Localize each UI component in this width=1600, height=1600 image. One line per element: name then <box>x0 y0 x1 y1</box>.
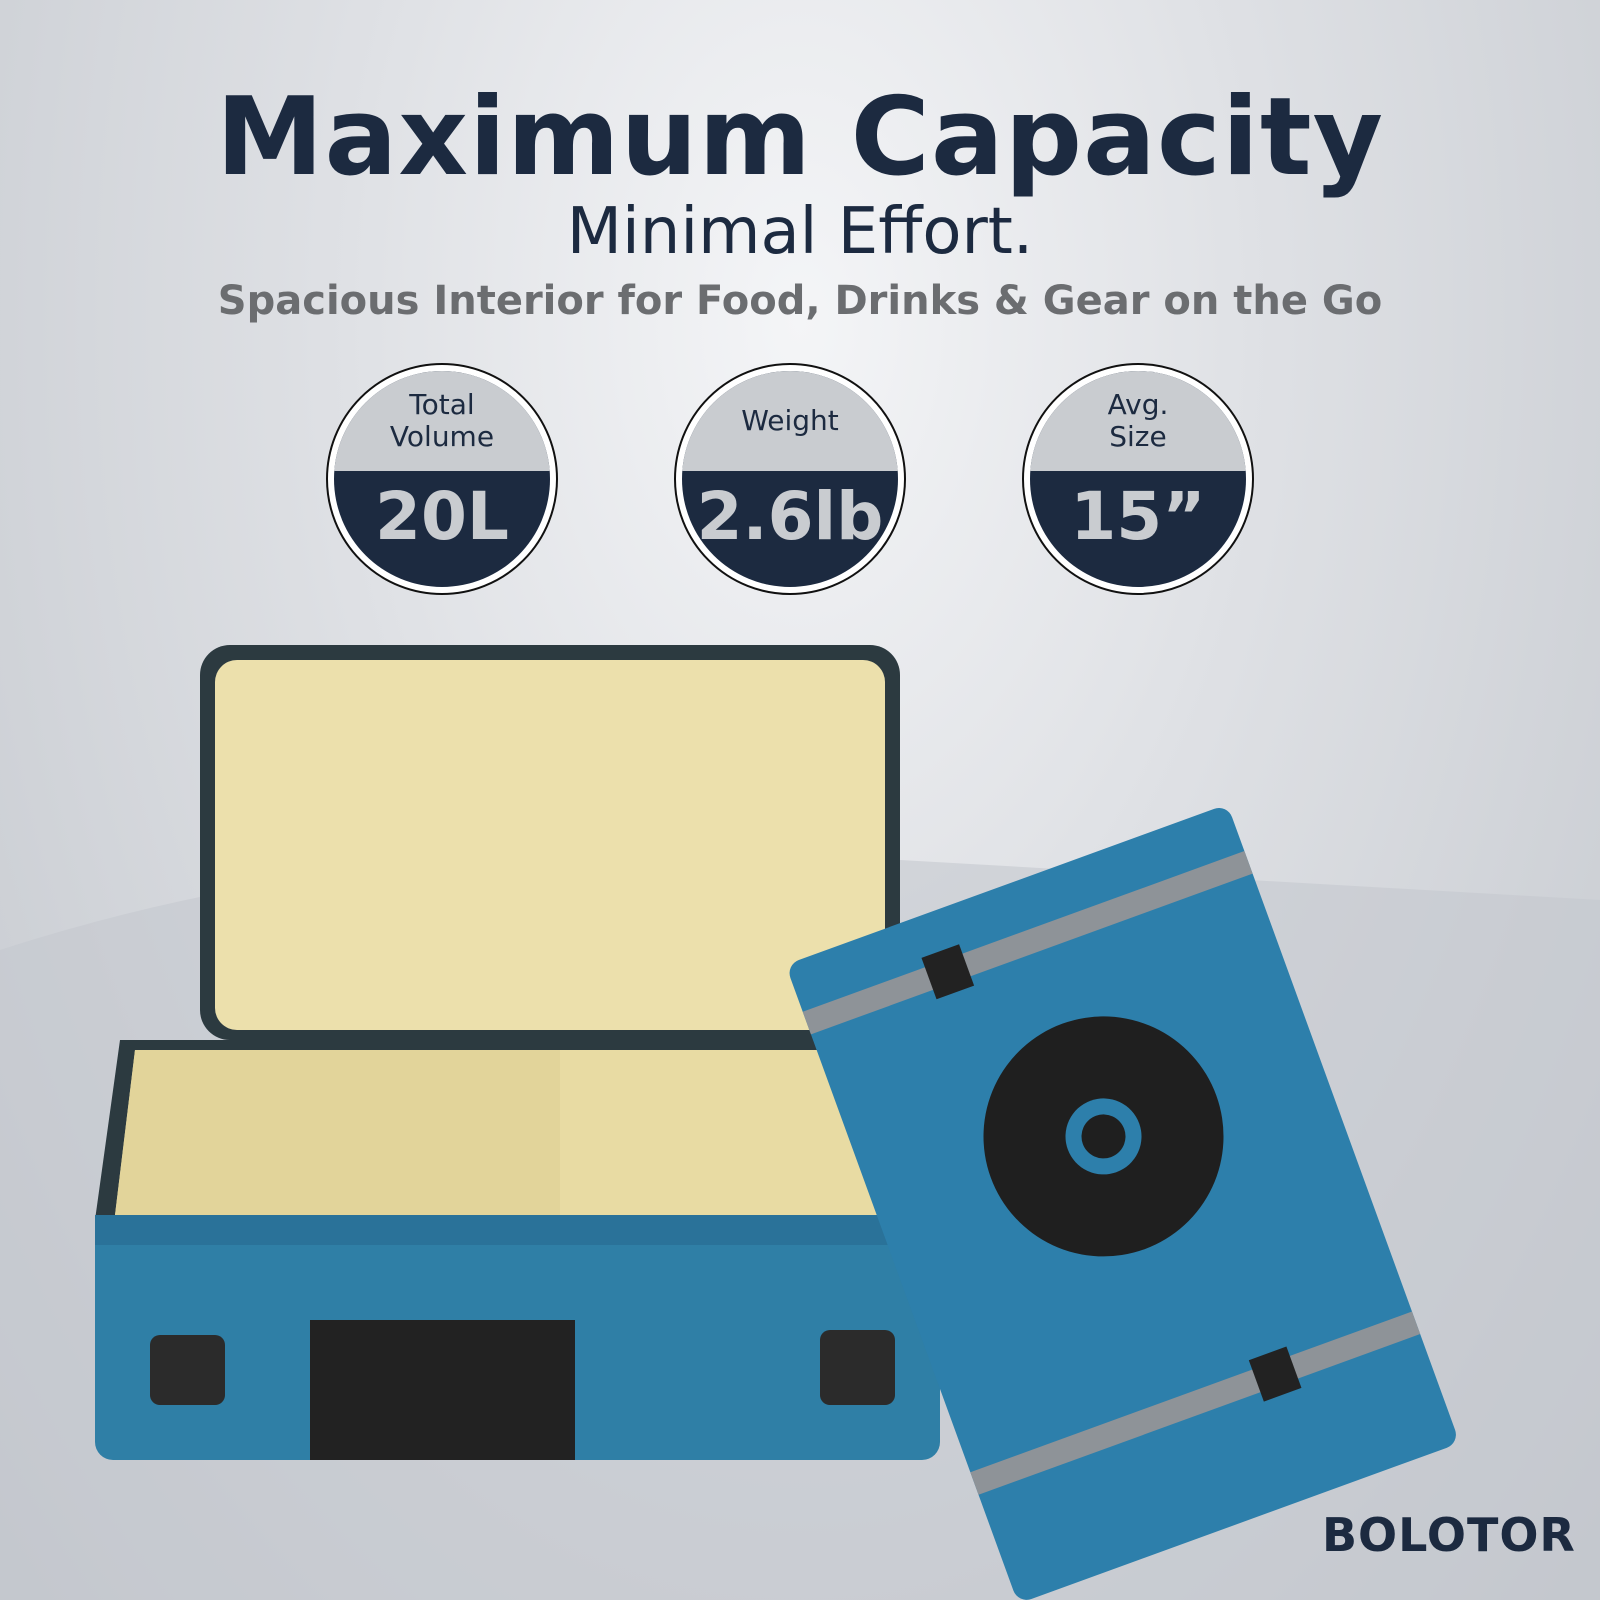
cooler-body <box>95 1040 940 1460</box>
spec-label: Avg. Size <box>1030 371 1246 471</box>
folded-bag <box>789 807 1456 1600</box>
brand-logo: BOLOTOR <box>1322 1508 1576 1562</box>
spec-value: 2.6lb <box>696 477 884 555</box>
spec-label: Total Volume <box>334 371 550 471</box>
spec-label: Weight <box>682 371 898 471</box>
headline: Maximum Capacity <box>216 75 1384 200</box>
spec-value: 15” <box>1070 477 1206 555</box>
spec-value: 20L <box>375 477 509 555</box>
spec-badge-weight: Weight 2.6lb <box>674 363 906 595</box>
tagline: Spacious Interior for Food, Drinks & Gea… <box>217 278 1383 324</box>
spec-badge-size: Avg. Size 15” <box>1022 363 1254 595</box>
cooler-lid <box>200 645 900 1040</box>
spec-badge-volume: Total Volume 20L <box>326 363 558 595</box>
subheadline: Minimal Effort. <box>566 195 1034 269</box>
